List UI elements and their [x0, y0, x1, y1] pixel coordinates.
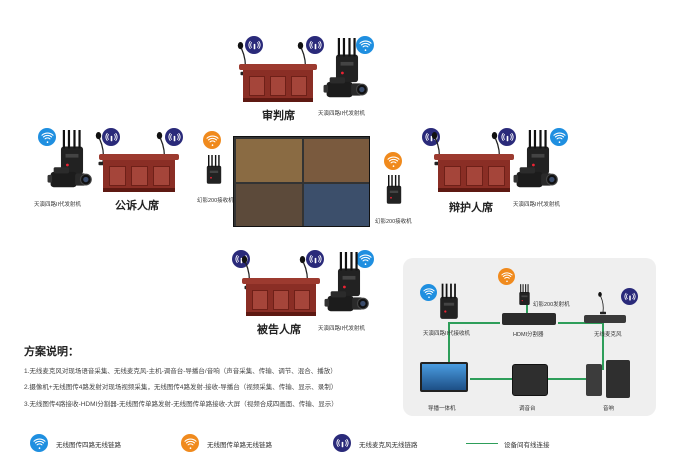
mic-link-icon [102, 128, 120, 146]
speaker-device [586, 364, 602, 396]
camera-icon [512, 162, 558, 194]
defense-device-label: 天演四路II代发射机 [513, 202, 561, 208]
mic-link-icon [621, 288, 638, 305]
legend-green-label: 设备间有线连接 [504, 442, 550, 449]
wireless-mic-label: 无线麦克风 [594, 332, 622, 338]
network-transmitter-label: 幻影200发射机 [533, 302, 570, 308]
camera-icon [322, 72, 368, 104]
single-link-icon [498, 268, 515, 285]
judge-podium [239, 64, 317, 102]
defense-seat-label: 辩护人席 [449, 202, 493, 214]
wifi-link-icon [30, 434, 48, 452]
transmitter-icon [518, 283, 531, 307]
defense-podium [434, 154, 514, 192]
wifi-link-icon [420, 284, 437, 301]
mic-link-icon [498, 128, 516, 146]
receiver-icon [385, 168, 403, 212]
director-label: 导播一体机 [428, 406, 456, 412]
receiver-icon [438, 283, 460, 321]
wifi-link-icon [550, 128, 568, 146]
mic-link-icon [165, 128, 183, 146]
explanation-line: 2.摄像机+无线图传4路发射对现场视频采集，无线图传4路发射-接收-导播台（视频… [24, 384, 338, 391]
legend-blue-label: 无线图传四路无线链路 [56, 442, 121, 449]
wifi-link-icon [356, 250, 374, 268]
mixer-label: 调音台 [519, 406, 536, 412]
judge-seat-label: 审判席 [262, 110, 295, 122]
defendant-seat-label: 被告人席 [257, 324, 301, 336]
single-link-icon [203, 131, 221, 149]
microphone-icon [597, 292, 609, 316]
legend-navy-label: 无线麦克风无线链路 [359, 442, 418, 449]
single-link-icon [181, 434, 199, 452]
camera-icon [46, 162, 92, 194]
speaker-device [606, 360, 630, 398]
prosecution-device-label: 天演四路II代发射机 [34, 202, 82, 208]
mic-link-icon [245, 36, 263, 54]
wireless-mic-receiver [584, 315, 626, 323]
director-console [420, 362, 468, 392]
prosecution-seat-label: 公诉人席 [115, 200, 159, 212]
speaker-label: 音响 [603, 406, 615, 412]
legend-green-line [466, 443, 498, 444]
defendant-device-label: 天演四路II代发射机 [318, 326, 366, 332]
right-receiver-label: 幻影200接收机 [375, 219, 412, 225]
explanation-line: 3.无线图传4路接收-HDMI分割器-无线图传单路发射-无线图传单路接收-大屏（… [24, 401, 338, 408]
hdmi-splitter-device [502, 313, 556, 325]
explanation-title: 方案说明： [24, 346, 79, 358]
single-link-icon [384, 152, 402, 170]
explanation-line: 1.无线麦克风对现场语音采集、无线麦克风-主机-调音台-导播台/音响（声音采集、… [24, 368, 337, 375]
mic-link-icon [333, 434, 351, 452]
mic-link-icon [306, 250, 324, 268]
left-receiver-label: 幻影200接收机 [197, 198, 234, 204]
defendant-podium [242, 278, 320, 316]
wifi-link-icon [356, 36, 374, 54]
prosecution-podium [99, 154, 179, 192]
receiver-icon [205, 148, 223, 192]
mic-link-icon [306, 36, 324, 54]
legend-orange-label: 无线图传单路无线链路 [207, 442, 272, 449]
camera-icon [323, 286, 369, 318]
big-screen [233, 136, 370, 227]
hdmi-splitter-label: HDMI分割器 [513, 332, 544, 338]
wifi-link-icon [38, 128, 56, 146]
network-receiver-label: 天演四路II代接收机 [423, 331, 471, 337]
judge-device-label: 天演四路II代发射机 [318, 111, 366, 117]
mixer-device [512, 364, 548, 396]
